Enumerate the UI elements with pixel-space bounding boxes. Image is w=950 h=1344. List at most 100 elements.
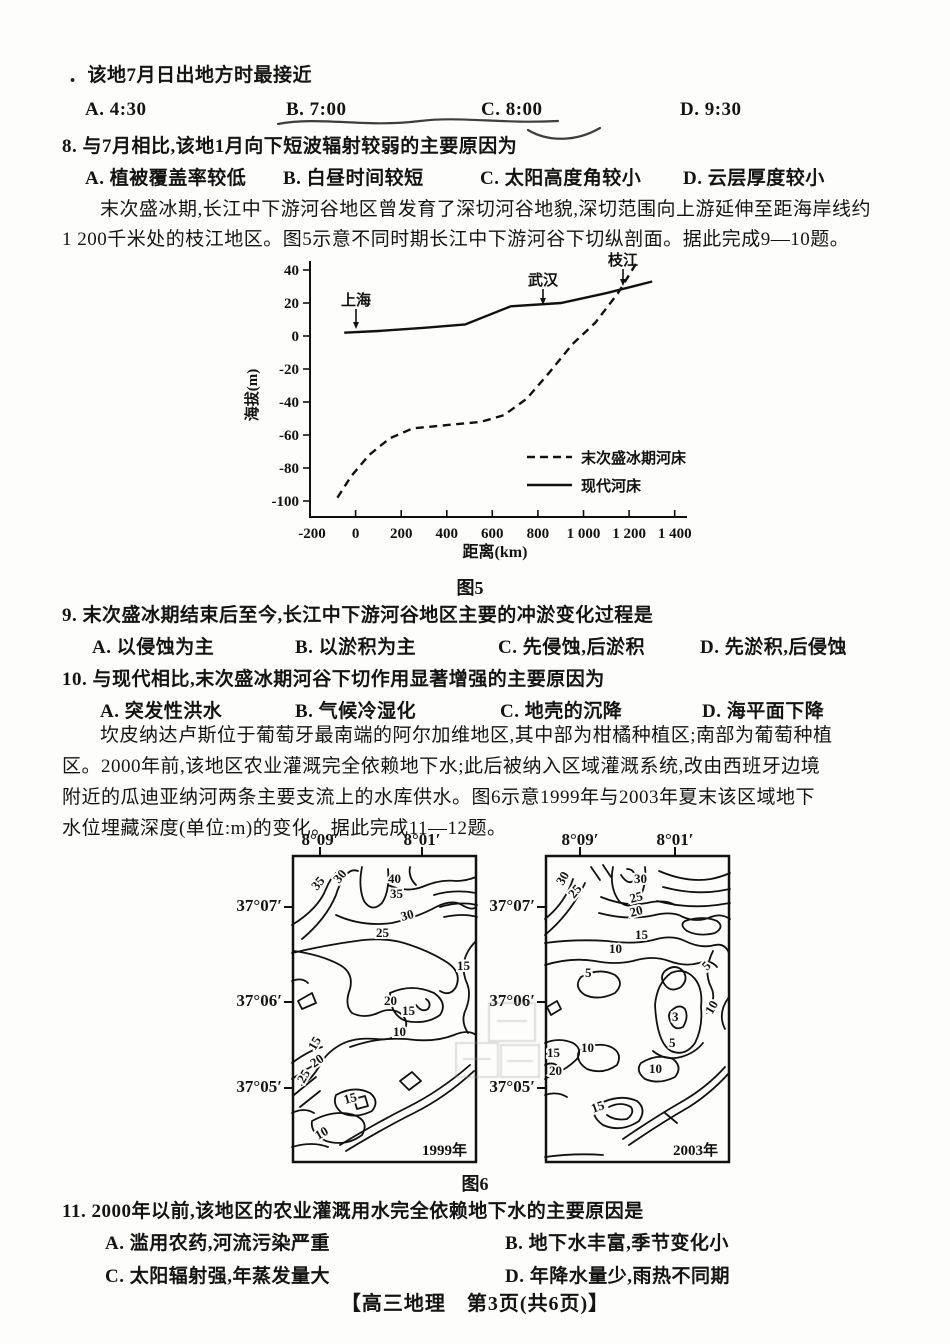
contour-label: 3 [672, 1009, 679, 1024]
map-2003: 30 25 30 25 20 15 10 5 5 3 10 5 10 15 20… [544, 854, 731, 1164]
y-tick: -20 [279, 362, 299, 378]
map2003-lat-3706: 37°06′ [489, 991, 535, 1010]
x-axis-label: 距离(km) [463, 542, 528, 561]
legend-glacial-label: 末次盛冰期河床 [581, 449, 687, 467]
q8-option-b: B. 白昼时间较短 [283, 168, 424, 189]
q11-option-a: A. 滥用农药,河流污染严重 [105, 1233, 330, 1254]
annotation-wuhan: 武汉 [528, 271, 559, 289]
figure6-caption: 图6 [461, 1174, 489, 1194]
y-tick: 40 [284, 263, 299, 279]
q7-option-c: C. 8:00 [481, 99, 543, 120]
q11-option-b: B. 地下水丰富,季节变化小 [505, 1233, 729, 1254]
q8-stem: 8. 与7月相比,该地1月向下短波辐射较弱的主要原因为 [62, 136, 518, 157]
contour-label: 15 [402, 1003, 416, 1018]
contour-label: 20 [549, 1063, 562, 1078]
annotation-zhijiang: 枝江 [608, 251, 638, 269]
map2003-year-label: 2003年 [673, 1141, 718, 1159]
x-tick: 1 400 [658, 526, 692, 542]
passage1-line2: 1 200千米处的枝江地区。图5示意不同时期长江中下游河谷下切纵剖面。据此完成9… [62, 229, 850, 250]
contour-label: 10 [649, 1061, 662, 1076]
y-tick: -60 [279, 428, 299, 444]
y-axis-label: 海拔(m) [243, 369, 261, 422]
watermark [455, 1042, 499, 1078]
x-tick: 1 200 [612, 526, 646, 542]
handwritten-underline [276, 118, 602, 140]
contour-label: 15 [547, 1045, 561, 1060]
x-tick: 1 000 [567, 526, 601, 542]
map2003-lat-3707: 37°07′ [489, 896, 535, 915]
x-tick: 0 [352, 526, 360, 542]
q9-option-b: B. 以淤积为主 [295, 637, 417, 658]
passage2-line3: 附近的瓜迪亚纳河两条主要支流上的水库供水。图6示意1999年与2003年夏末该区… [62, 787, 816, 808]
contour-label: 20 [384, 993, 397, 1008]
annotation-shanghai: 上海 [341, 291, 371, 309]
q11-option-c: C. 太阳辐射强,年蒸发量大 [105, 1266, 330, 1287]
x-tick: 600 [481, 526, 504, 542]
q7-option-b: B. 7:00 [286, 99, 347, 120]
q9-option-c: C. 先侵蚀,后淤积 [498, 637, 645, 658]
page-footer: 【高三地理 第3页(共6页)】 [340, 1293, 610, 1315]
passage2-line1: 坎皮纳达卢斯位于葡萄牙最南端的阿尔加维地区,其中部为柑橘种植区;南部为葡萄种植 [100, 725, 833, 746]
q9-stem: 9. 末次盛冰期结束后至今,长江中下游河谷地区主要的冲淤变化过程是 [62, 605, 654, 626]
contour-label: 10 [393, 1024, 406, 1039]
contour-label: 15 [589, 1097, 607, 1116]
q8-option-c: C. 太阳高度角较小 [480, 168, 642, 189]
contour-label: 10 [702, 998, 721, 1017]
map1999-lon-809: 8°09′ [301, 830, 339, 849]
series-modern-riverbed [344, 280, 653, 334]
contour-label: 25 [565, 881, 585, 901]
legend-modern-label: 现代河床 [581, 477, 642, 495]
map-1999: 35 30 40 35 30 25 15 20 15 10 15 20 25 1… [291, 854, 478, 1164]
contour-label: 30 [634, 871, 647, 886]
map2003-lat-3705: 37°05′ [489, 1077, 535, 1096]
contour-label: 35 [390, 886, 404, 901]
q11-stem: 11. 2000年以前,该地区的农业灌溉用水完全依赖地下水的主要原因是 [62, 1201, 644, 1222]
contour-label: 30 [399, 906, 415, 924]
figure5-chart: 40 20 0 -20 -40 -60 -80 -100 -200 0 200 … [243, 251, 692, 561]
contour-label: 10 [581, 1040, 594, 1055]
watermark [500, 1044, 540, 1078]
contour-label: 20 [628, 902, 644, 920]
map2003-lon-809: 8°09′ [561, 830, 599, 849]
q7-stem: ．该地7月日出地方时最接近 [68, 65, 313, 86]
contour-label: 10 [312, 1123, 331, 1142]
contour-label: 5 [699, 958, 715, 974]
q8-option-a: A. 植被覆盖率较低 [85, 168, 247, 189]
q10-option-c: C. 地壳的沉降 [500, 701, 623, 722]
contour-label: 15 [305, 1033, 325, 1052]
map1999-lat-3705: 37°05′ [236, 1077, 282, 1096]
q8-option-d: D. 云层厚度较小 [683, 168, 825, 189]
arrow-icon [620, 279, 626, 286]
q10-option-a: A. 突发性洪水 [100, 701, 223, 722]
q11-option-d: D. 年降水量少,雨热不同期 [505, 1266, 730, 1287]
map1999-year-label: 1999年 [422, 1141, 467, 1159]
contour-label: 25 [376, 925, 390, 940]
contour-label: 5 [669, 1035, 676, 1050]
y-tick: -40 [279, 395, 299, 411]
contour-label: 15 [457, 958, 471, 973]
q7-option-a: A. 4:30 [85, 99, 147, 120]
passage2-line2: 区。2000年前,该地区农业灌溉完全依赖地下水;此后被纳入区域灌溉系统,改由西班… [62, 756, 821, 777]
map1999-lat-3707: 37°07′ [236, 896, 282, 915]
y-tick: -100 [272, 494, 300, 510]
map1999-lon-801: 8°01′ [403, 830, 441, 849]
contour-label: 5 [585, 965, 592, 980]
arrow-icon [353, 322, 359, 329]
map1999-lat-3706: 37°06′ [236, 991, 282, 1010]
q10-option-b: B. 气候冷湿化 [295, 701, 417, 722]
figure5-caption: 图5 [456, 578, 484, 598]
passage2-line4: 水位埋藏深度(单位:m)的变化。据此完成11—12题。 [62, 818, 507, 839]
x-tick: 400 [436, 526, 459, 542]
y-tick: 0 [292, 329, 300, 345]
map2003-lon-801: 8°01′ [656, 830, 694, 849]
x-tick: 800 [527, 526, 550, 542]
q9-option-d: D. 先淤积,后侵蚀 [700, 637, 847, 658]
contour-label: 40 [388, 871, 401, 886]
y-tick: 20 [284, 296, 299, 312]
x-tick: 200 [390, 526, 413, 542]
watermark [488, 1002, 536, 1042]
contour-label: 15 [635, 927, 649, 942]
contour-label: 30 [330, 866, 350, 886]
passage1-line1: 末次盛冰期,长江中下游河谷地区曾发育了深切河谷地貌,深切范围向上游延伸至距海岸线… [100, 199, 872, 220]
